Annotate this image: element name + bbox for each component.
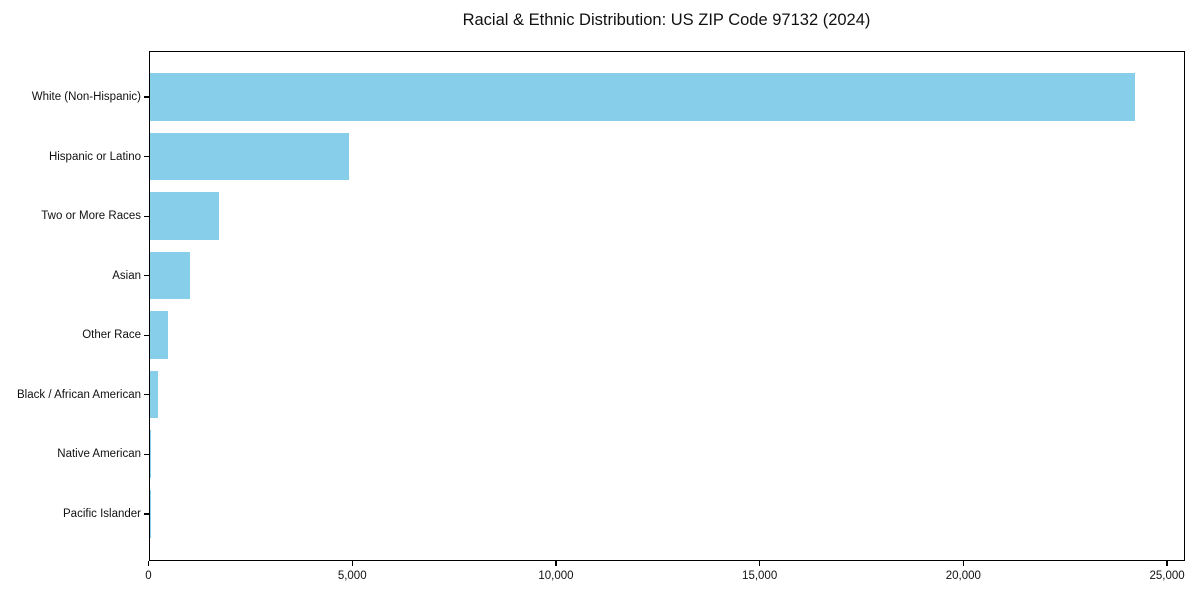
x-tick-label-5-000: 5,000 (337, 570, 367, 582)
y-tick-label-two-or-more-races: Two or More Races (41, 210, 141, 223)
x-tick-label-20-000: 20,000 (945, 570, 981, 582)
bar-asian (149, 251, 191, 300)
bar-white-non-hispanic (149, 73, 1136, 121)
x-tick-mark (147, 561, 150, 566)
x-tick-mark (1166, 561, 1168, 566)
x-tick-label-15-000: 15,000 (742, 570, 778, 582)
chart-title: Racial & Ethnic Distribution: US ZIP Cod… (462, 11, 871, 29)
x-tick-mark (555, 561, 557, 566)
x-tick-mark (759, 561, 761, 566)
plot-area (148, 51, 1185, 561)
y-tick-label-pacific-islander: Pacific Islander (63, 507, 141, 520)
y-tick-label-white-non-hispanic: White (Non-Hispanic) (31, 91, 141, 103)
x-tick-mark (351, 561, 353, 566)
y-tick-mark (143, 513, 149, 515)
bar-two-or-more-races (149, 192, 219, 240)
y-tick-mark (143, 394, 149, 396)
y-tick-mark (143, 215, 149, 217)
y-tick-label-black-african-american: Black / African American (17, 388, 141, 401)
x-tick-label-0: 0 (145, 570, 152, 582)
x-tick-mark (962, 561, 964, 566)
y-tick-label-hispanic-or-latino: Hispanic or Latino (48, 150, 141, 163)
y-tick-label-other-race: Other Race (82, 329, 141, 342)
y-tick-mark (143, 453, 149, 455)
y-tick-label-asian: Asian (112, 269, 141, 282)
bar-black-african-american (149, 370, 159, 419)
y-tick-mark (143, 155, 149, 158)
y-tick-mark (143, 334, 149, 336)
y-tick-mark (143, 275, 149, 277)
bar-native-american (149, 430, 151, 478)
bar-other-race (149, 311, 168, 359)
y-tick-mark (143, 96, 149, 98)
x-tick-label-10-000: 10,000 (538, 570, 574, 582)
y-tick-label-native-american: Native American (57, 448, 141, 461)
bar-hispanic-or-latino (149, 132, 350, 181)
x-tick-label-25-000: 25,000 (1149, 570, 1185, 582)
